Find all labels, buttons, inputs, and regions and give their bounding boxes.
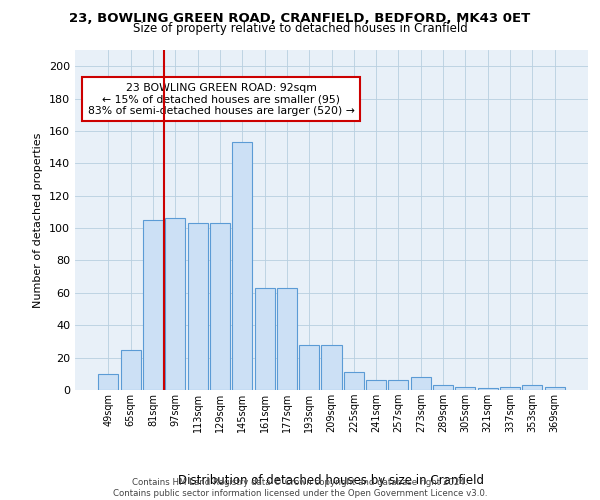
Bar xyxy=(98,374,118,390)
Bar xyxy=(232,142,252,390)
Bar xyxy=(188,223,208,390)
Bar xyxy=(388,380,409,390)
Bar xyxy=(299,344,319,390)
X-axis label: Distribution of detached houses by size in Cranfield: Distribution of detached houses by size … xyxy=(179,474,485,487)
Bar xyxy=(411,377,431,390)
Text: Size of property relative to detached houses in Cranfield: Size of property relative to detached ho… xyxy=(133,22,467,35)
Text: 23, BOWLING GREEN ROAD, CRANFIELD, BEDFORD, MK43 0ET: 23, BOWLING GREEN ROAD, CRANFIELD, BEDFO… xyxy=(70,12,530,24)
Bar xyxy=(344,372,364,390)
Bar xyxy=(500,387,520,390)
Bar xyxy=(545,387,565,390)
Y-axis label: Number of detached properties: Number of detached properties xyxy=(34,132,43,308)
Bar xyxy=(143,220,163,390)
Text: Contains HM Land Registry data © Crown copyright and database right 2024.
Contai: Contains HM Land Registry data © Crown c… xyxy=(113,478,487,498)
Bar xyxy=(522,385,542,390)
Bar xyxy=(455,387,475,390)
Bar xyxy=(433,385,453,390)
Bar xyxy=(277,288,297,390)
Bar xyxy=(165,218,185,390)
Bar xyxy=(322,344,341,390)
Bar xyxy=(121,350,141,390)
Bar xyxy=(478,388,498,390)
Bar xyxy=(210,223,230,390)
Bar xyxy=(366,380,386,390)
Text: 23 BOWLING GREEN ROAD: 92sqm
← 15% of detached houses are smaller (95)
83% of se: 23 BOWLING GREEN ROAD: 92sqm ← 15% of de… xyxy=(88,82,355,116)
Bar xyxy=(254,288,275,390)
